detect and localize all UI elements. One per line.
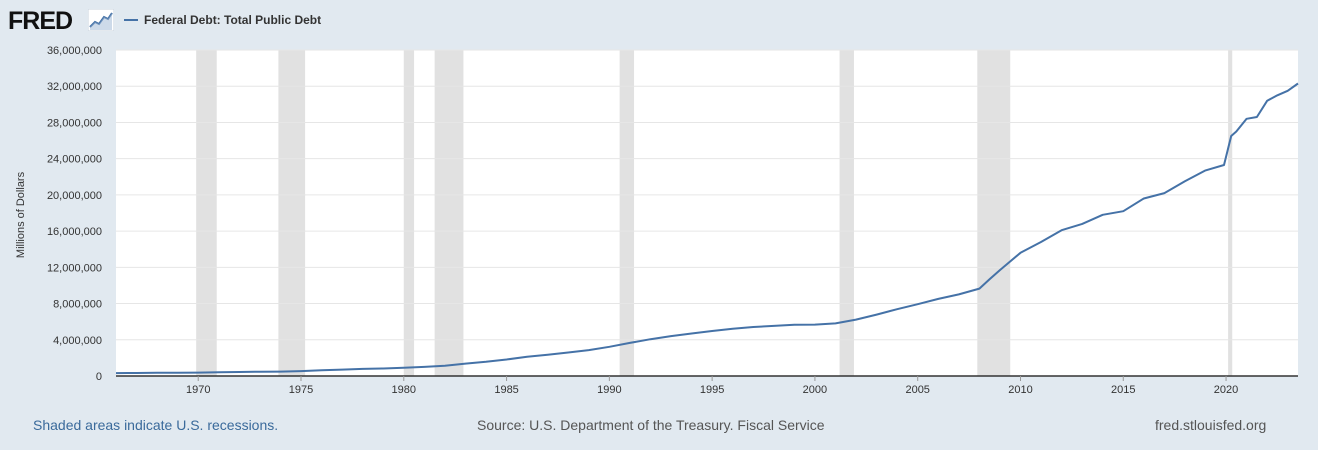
y-tick-label: 0 xyxy=(96,371,102,383)
recession-band-0 xyxy=(196,50,217,376)
x-tick-label: 2005 xyxy=(905,384,929,396)
site-link[interactable]: fred.stlouisfed.org xyxy=(1155,417,1267,433)
recession-shading xyxy=(196,50,1233,376)
line-chart[interactable]: 1970 1975 1980 1985 1990 1995 2000 2005 2010 2015… xyxy=(0,40,1318,410)
recession-band-5 xyxy=(839,50,854,376)
fred-graph-icon xyxy=(88,9,114,31)
recession-band-4 xyxy=(619,50,635,376)
y-axis: 0 4,000,000 8,000,000 12,000,000 16,000,000 2… xyxy=(47,45,102,383)
x-tick-label: 2010 xyxy=(1008,384,1032,396)
y-tick-label: 32,000,000 xyxy=(47,81,102,93)
source-note[interactable]: Source: U.S. Department of the Treasury.… xyxy=(477,417,825,433)
x-tick-label: 1970 xyxy=(186,384,210,396)
y-tick-label: 16,000,000 xyxy=(47,226,102,238)
y-tick-label: 20,000,000 xyxy=(47,190,102,202)
x-tick-label: 1990 xyxy=(597,384,621,396)
y-tick-label: 24,000,000 xyxy=(47,154,102,166)
recession-band-7 xyxy=(1228,50,1233,376)
recession-band-6 xyxy=(977,50,1011,376)
plot-area xyxy=(116,50,1298,376)
x-tick-label: 1985 xyxy=(494,384,518,396)
fred-logo[interactable]: FRED xyxy=(8,7,73,35)
x-tick-label: 2015 xyxy=(1111,384,1135,396)
y-tick-label: 12,000,000 xyxy=(47,262,102,274)
chart-header: FRED Federal Debt: Total Public Debt xyxy=(0,0,1318,40)
recession-note: Shaded areas indicate U.S. recessions. xyxy=(33,417,279,433)
y-axis-label: Millions of Dollars xyxy=(15,171,27,258)
x-tick-label: 1995 xyxy=(700,384,724,396)
y-tick-label: 4,000,000 xyxy=(53,335,102,347)
x-axis: 1970 1975 1980 1985 1990 1995 2000 2005 2010 2015… xyxy=(116,375,1298,396)
recession-band-3 xyxy=(434,50,464,376)
legend-line-swatch xyxy=(124,19,138,21)
recession-band-2 xyxy=(403,50,415,376)
series-lines xyxy=(115,82,1299,375)
plot-background xyxy=(116,50,1298,376)
chart-legend[interactable]: Federal Debt: Total Public Debt xyxy=(124,11,321,29)
y-tick-label: 28,000,000 xyxy=(47,117,102,129)
recession-band-1 xyxy=(278,50,306,376)
y-gridlines xyxy=(116,49,1298,341)
x-tick-label: 1975 xyxy=(289,384,313,396)
y-tick-label: 8,000,000 xyxy=(53,299,102,311)
y-tick-label: 36,000,000 xyxy=(47,45,102,57)
x-tick-label: 2000 xyxy=(803,384,827,396)
x-tick-label: 2020 xyxy=(1214,384,1238,396)
series-line-0[interactable] xyxy=(115,82,1299,375)
legend-series-label: Federal Debt: Total Public Debt xyxy=(144,13,322,27)
x-tick-label: 1980 xyxy=(392,384,416,396)
